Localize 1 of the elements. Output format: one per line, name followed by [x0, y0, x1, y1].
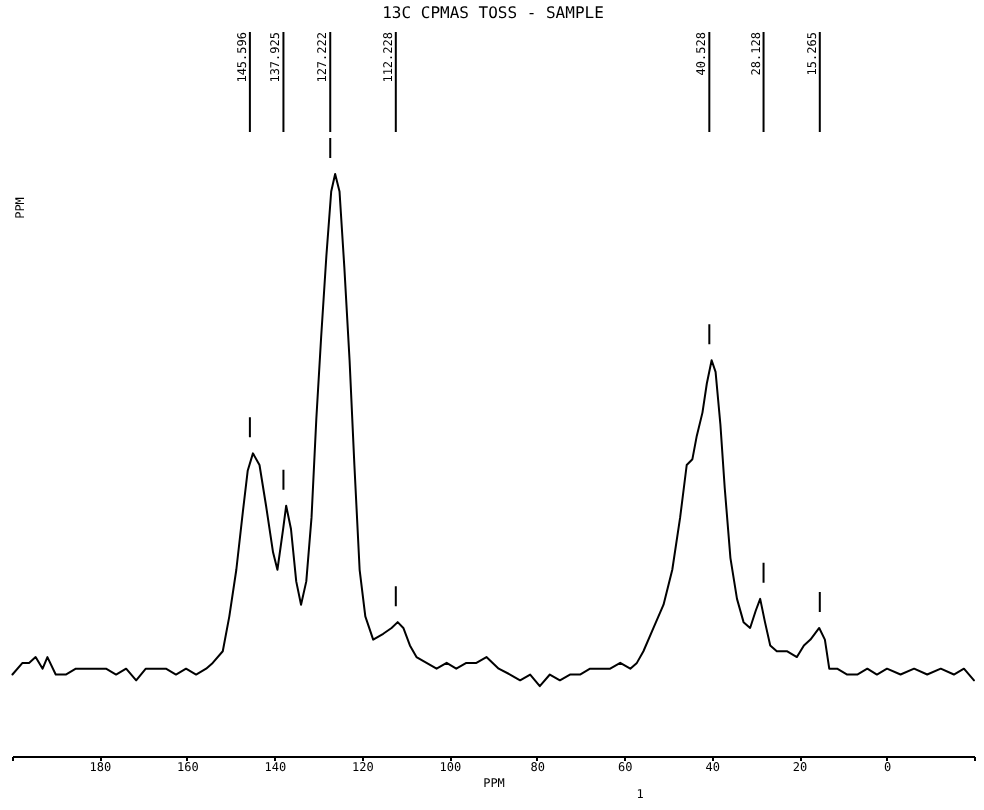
chart-title: 13C CPMAS TOSS - SAMPLE [382, 4, 605, 22]
